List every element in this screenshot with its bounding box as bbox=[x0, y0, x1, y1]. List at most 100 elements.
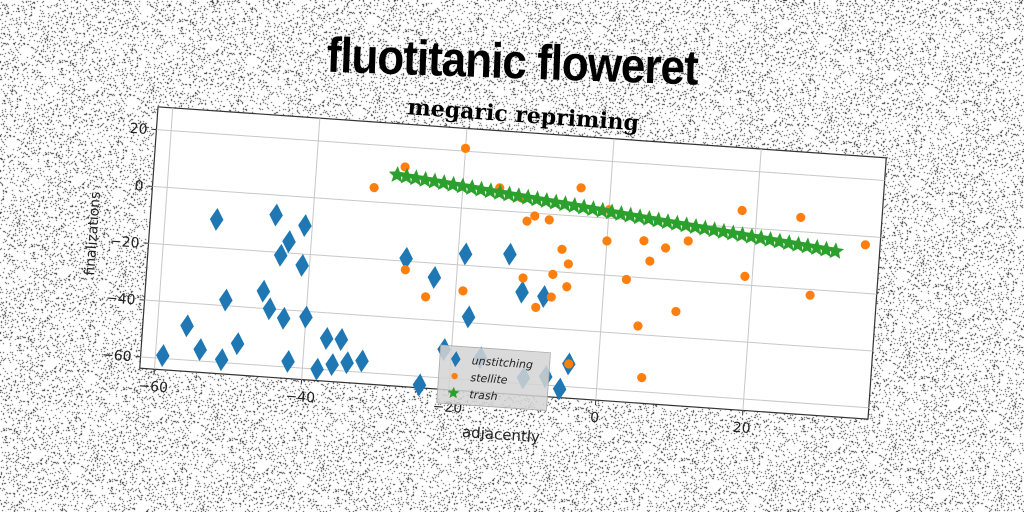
stellite-point bbox=[796, 212, 806, 223]
y-tick-label: 0 bbox=[134, 178, 144, 195]
legend-marker-stellite bbox=[451, 372, 458, 380]
trash-point bbox=[435, 174, 453, 191]
x-tick-label: −40 bbox=[285, 388, 316, 406]
trash-point bbox=[593, 201, 612, 219]
series-layer bbox=[156, 143, 870, 401]
x-axis-label: adjacently bbox=[461, 423, 540, 446]
trash-point bbox=[789, 235, 807, 253]
y-tick-label: 20 bbox=[129, 121, 148, 138]
trash-point bbox=[799, 237, 817, 255]
unstitching-point bbox=[262, 297, 277, 321]
unstitching-point bbox=[412, 373, 427, 397]
trash-point bbox=[677, 216, 695, 233]
trash-point bbox=[454, 177, 472, 194]
y-tick-label: −40 bbox=[105, 290, 136, 308]
stellite-point bbox=[557, 244, 567, 254]
stellite-point bbox=[458, 286, 468, 296]
trash-point bbox=[780, 234, 798, 251]
unstitching-point bbox=[310, 357, 324, 381]
trash-point bbox=[621, 206, 639, 224]
stellite-point bbox=[522, 216, 532, 226]
stellite-point bbox=[737, 205, 747, 216]
trash-point bbox=[575, 198, 593, 216]
stellite-point bbox=[602, 236, 612, 246]
unstitching-point bbox=[319, 327, 334, 350]
trash-point bbox=[817, 240, 835, 258]
trash-point bbox=[491, 183, 509, 201]
series-trash bbox=[388, 165, 845, 259]
legend-box bbox=[436, 344, 551, 411]
stellite-point bbox=[400, 265, 410, 275]
unstitching-point bbox=[269, 203, 283, 227]
trash-point bbox=[752, 229, 770, 246]
legend-entry-stellite: stellite bbox=[451, 371, 508, 387]
stellite-point bbox=[563, 259, 573, 269]
trash-point bbox=[687, 217, 705, 235]
trash-point bbox=[547, 193, 565, 211]
stellite-point bbox=[740, 271, 750, 281]
y-axis-ticks: −60 −40 −20 0 20 bbox=[101, 121, 157, 365]
unstitching-point bbox=[282, 230, 296, 254]
stellite-point bbox=[421, 292, 431, 302]
trash-point bbox=[705, 221, 723, 238]
unstitching-point bbox=[515, 280, 529, 304]
trash-point bbox=[482, 182, 500, 199]
unstitching-point bbox=[219, 288, 233, 312]
stellite-point bbox=[460, 143, 471, 153]
unstitching-point bbox=[299, 305, 313, 329]
trash-point bbox=[472, 180, 490, 198]
legend-marker-shape bbox=[451, 372, 458, 380]
legend-label-trash: trash bbox=[469, 388, 498, 403]
unstitching-point bbox=[399, 246, 413, 270]
trash-point bbox=[556, 195, 574, 212]
x-tick-label: 20 bbox=[732, 420, 751, 437]
unstitching-point bbox=[461, 305, 476, 329]
unstitching-point bbox=[295, 253, 309, 277]
trash-point bbox=[444, 175, 462, 193]
y-tick-label: −60 bbox=[101, 347, 132, 365]
stellite-point bbox=[530, 211, 540, 221]
stellite-point bbox=[518, 273, 528, 283]
legend-entry-trash: trash bbox=[447, 386, 498, 403]
unstitching-point bbox=[256, 279, 271, 303]
unstitching-point bbox=[340, 351, 354, 375]
unstitching-point bbox=[230, 332, 245, 356]
stellite-point bbox=[633, 321, 643, 331]
stellite-point bbox=[544, 215, 554, 225]
unstitching-point bbox=[180, 314, 194, 338]
trash-point bbox=[398, 167, 416, 185]
stellite-point bbox=[621, 274, 632, 285]
grid-line-x bbox=[153, 107, 174, 370]
unstitching-point bbox=[355, 349, 369, 373]
unstitching-point bbox=[503, 242, 517, 266]
stellite-point bbox=[645, 256, 655, 266]
grid-line-y bbox=[152, 185, 881, 238]
trash-point bbox=[519, 188, 537, 206]
trash-point bbox=[510, 187, 528, 204]
unstitching-point bbox=[325, 353, 339, 376]
unstitching-point bbox=[537, 285, 551, 309]
trash-point bbox=[407, 169, 425, 186]
stellite-point bbox=[639, 236, 649, 246]
unstitching-point bbox=[214, 348, 229, 372]
trash-point bbox=[771, 232, 789, 250]
stellite-point bbox=[548, 269, 558, 279]
legend-marker-shape bbox=[451, 351, 461, 368]
trash-point bbox=[565, 196, 584, 214]
stellite-point bbox=[546, 292, 556, 302]
unstitching-point bbox=[193, 338, 207, 362]
legend-label-unstitching: unstitching bbox=[471, 354, 533, 371]
stellite-point bbox=[860, 240, 870, 250]
unstitching-point bbox=[427, 266, 442, 289]
x-tick-label: −60 bbox=[138, 378, 169, 396]
stellite-point bbox=[369, 183, 379, 193]
trash-point bbox=[640, 209, 658, 227]
stellite-point bbox=[660, 243, 671, 253]
trash-point bbox=[426, 172, 444, 190]
trash-point bbox=[761, 230, 779, 248]
legend-entry-unstitching: unstitching bbox=[451, 351, 533, 371]
trash-point bbox=[668, 214, 686, 232]
trash-point bbox=[416, 170, 434, 188]
